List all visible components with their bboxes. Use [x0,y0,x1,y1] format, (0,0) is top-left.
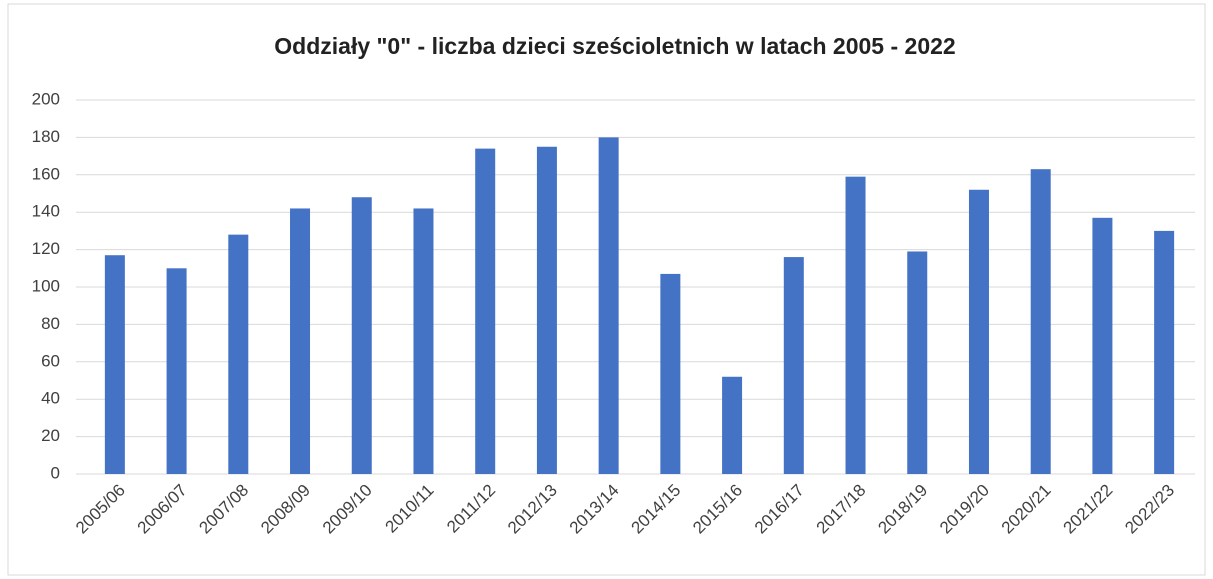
bar [660,273,681,474]
y-tick-label: 80 [41,314,60,333]
y-tick-label: 180 [32,127,60,146]
bar [722,376,743,474]
bar [783,257,804,474]
bar [166,268,187,474]
bar [1092,217,1113,474]
bar [845,176,866,475]
bar [228,234,249,474]
bar [1154,230,1175,474]
bar [351,197,372,475]
bar [1030,169,1051,474]
y-tick-label: 120 [32,239,60,258]
y-tick-label: 200 [32,89,60,108]
y-tick-label: 140 [32,202,60,221]
chart-title: Oddziały "0" - liczba dzieci sześcioletn… [274,33,955,59]
bar [475,148,496,474]
bar [290,208,311,474]
bar [536,146,557,474]
bar [598,137,619,474]
bar [413,208,434,474]
bar [104,255,125,474]
y-tick-label: 100 [32,276,60,295]
y-tick-label: 0 [51,463,60,482]
bar [907,251,928,474]
y-tick-label: 20 [41,426,60,445]
y-tick-label: 60 [41,351,60,370]
y-tick-label: 160 [32,164,60,183]
bar [968,189,989,474]
y-tick-label: 40 [41,389,60,408]
